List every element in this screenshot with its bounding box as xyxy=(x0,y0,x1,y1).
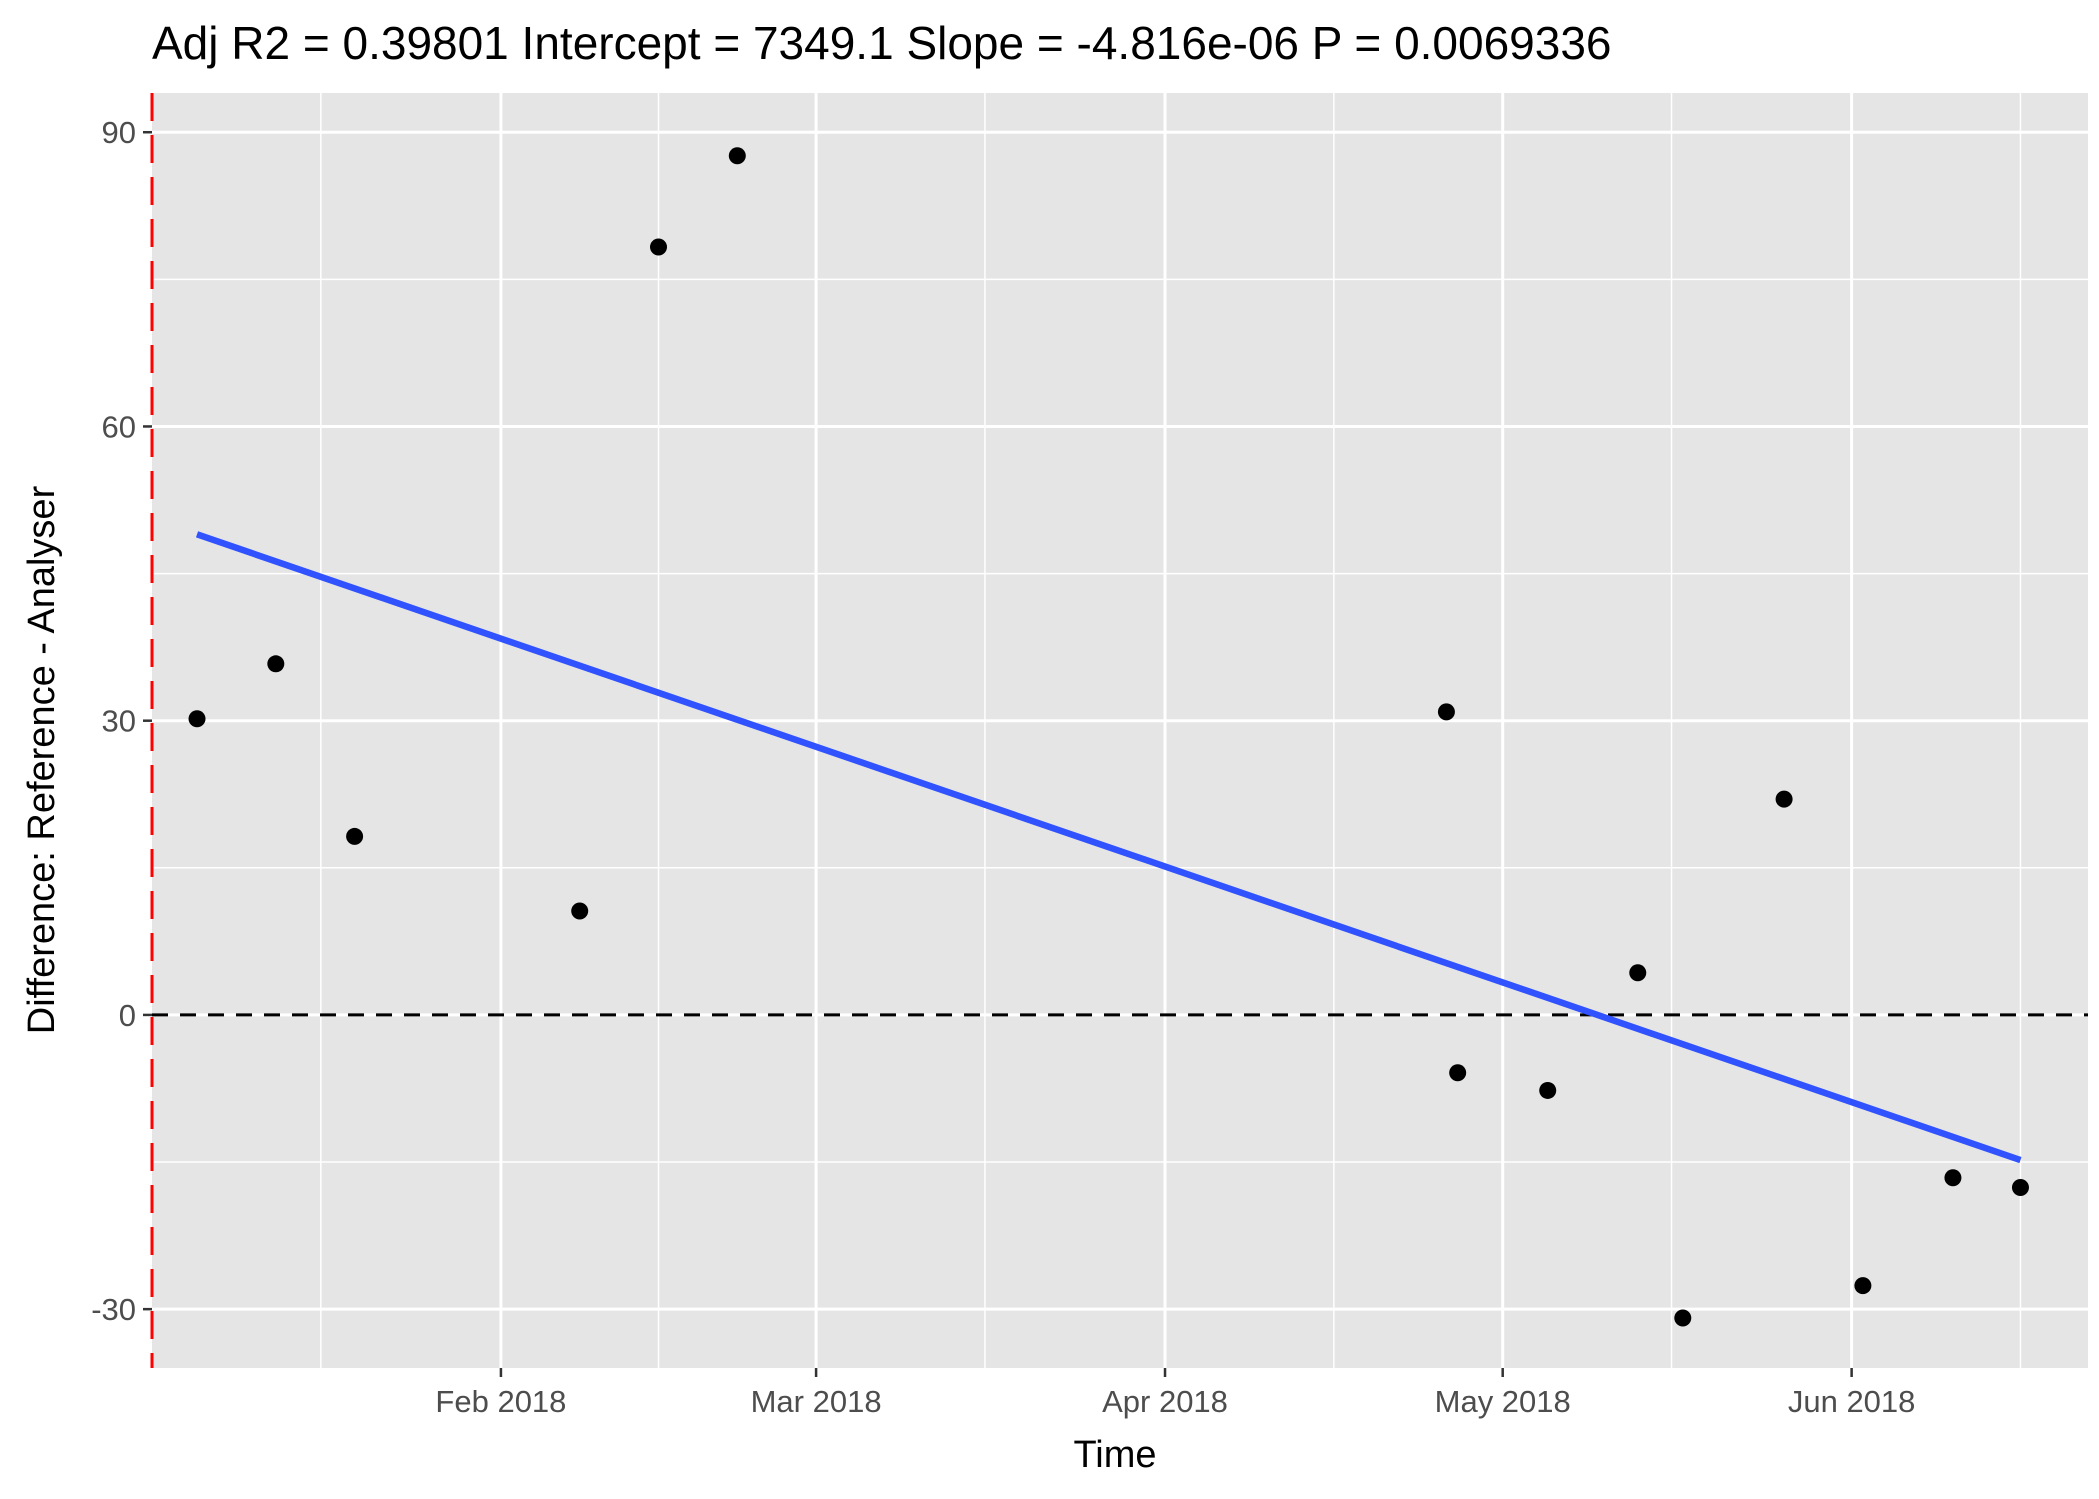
plot-panel xyxy=(152,93,2088,1368)
data-point xyxy=(1629,964,1647,982)
x-axis-title: Time xyxy=(1073,1434,1156,1476)
data-point xyxy=(2011,1179,2029,1197)
chart-title: Adj R2 = 0.39801 Intercept = 7349.1 Slop… xyxy=(152,17,1612,69)
data-point xyxy=(1539,1081,1557,1099)
data-point xyxy=(1437,703,1455,721)
y-tick-label: 90 xyxy=(102,115,136,150)
x-tick-label: Apr 2018 xyxy=(1102,1384,1228,1419)
y-tick-label: 30 xyxy=(102,704,136,739)
data-point xyxy=(1944,1169,1962,1187)
reference-lines xyxy=(150,93,2088,1368)
data-point xyxy=(728,147,746,165)
x-tick-label: Feb 2018 xyxy=(435,1384,566,1419)
x-tick-label: Jun 2018 xyxy=(1788,1384,1916,1419)
data-point xyxy=(650,238,668,256)
y-tick-label: 60 xyxy=(102,409,136,444)
data-point xyxy=(346,827,364,845)
y-tick-label: 0 xyxy=(119,998,136,1033)
data-point xyxy=(1674,1309,1692,1327)
data-point xyxy=(267,655,285,673)
y-tick-label: -30 xyxy=(91,1292,136,1327)
data-point xyxy=(1775,790,1793,808)
x-tick-label: May 2018 xyxy=(1435,1384,1571,1419)
x-tick-label: Mar 2018 xyxy=(751,1384,882,1419)
data-point xyxy=(1854,1277,1872,1295)
data-points xyxy=(188,147,2029,1327)
data-point xyxy=(1449,1064,1467,1082)
y-axis-title: Difference: Reference - Analyser xyxy=(21,485,63,1034)
axes: -30 0 30 60 90 Feb 2018 Mar 2018 Apr 2018 May 20… xyxy=(91,115,1915,1419)
regression-line xyxy=(195,531,2022,1164)
data-point xyxy=(571,902,589,920)
fit-line-layer xyxy=(195,531,2022,1164)
data-point xyxy=(188,710,206,728)
